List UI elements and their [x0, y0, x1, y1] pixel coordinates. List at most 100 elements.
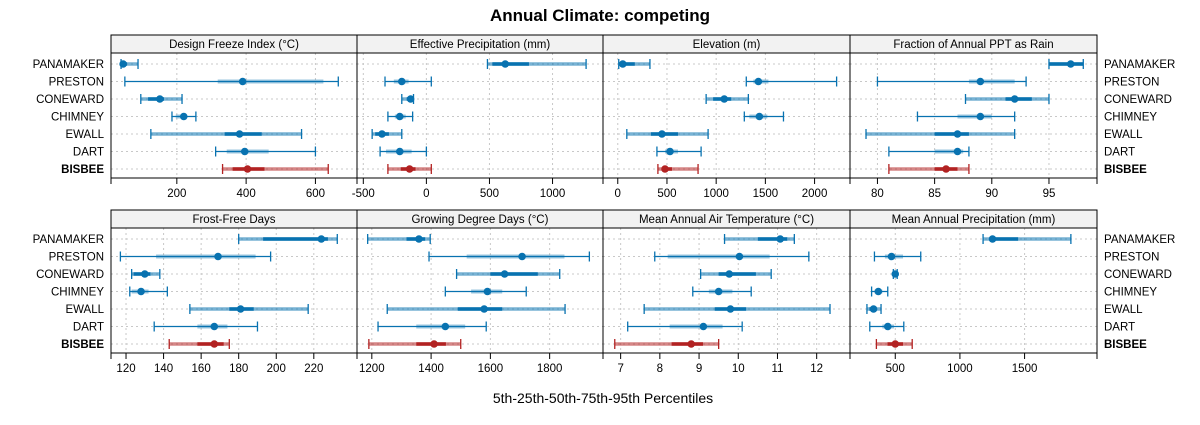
- interval-coneward: [455, 269, 561, 279]
- median-point: [661, 165, 669, 173]
- panel-title: Design Freeze Index (°C): [169, 39, 299, 51]
- interval-ewall: [150, 129, 303, 139]
- row-label-right: CHIMNEY: [1104, 287, 1157, 299]
- tick-label: -500: [352, 188, 375, 200]
- tick-label: 1600: [478, 363, 504, 375]
- row-label-right: PRESTON: [1104, 252, 1159, 264]
- interval-coneward: [699, 269, 772, 279]
- median-point: [725, 270, 734, 278]
- interval-ewall: [371, 129, 403, 139]
- median-point: [430, 340, 438, 348]
- median-point: [441, 322, 450, 331]
- interval-coneward: [964, 94, 1050, 104]
- median-point: [518, 252, 526, 261]
- panel: Growing Degree Days (°C) 1200 1400 1600 1800: [356, 209, 604, 375]
- row-label-right: PRESTON: [1104, 77, 1159, 89]
- median-point: [483, 287, 492, 296]
- median-point: [776, 235, 785, 243]
- tick-label: 0: [423, 188, 429, 200]
- median-point: [754, 77, 763, 86]
- tick-label: 85: [928, 188, 941, 200]
- median-point: [179, 112, 188, 121]
- tick-label: 140: [154, 363, 173, 375]
- median-point: [240, 147, 249, 156]
- median-point: [1066, 60, 1075, 68]
- median-point: [397, 77, 406, 86]
- panel: Design Freeze Index (°C) 200 400 600: [110, 34, 358, 200]
- row-label-right: EWALL: [1104, 304, 1143, 316]
- row-label-right: CHIMNEY: [1104, 112, 1157, 124]
- row-label-left: DART: [73, 147, 104, 159]
- interval-preston: [873, 251, 922, 262]
- median-point: [976, 77, 985, 86]
- interval-chimney: [916, 111, 1016, 122]
- median-point: [236, 305, 245, 313]
- panel-title: Fraction of Annual PPT as Rain: [893, 39, 1053, 51]
- interval-dart: [869, 321, 905, 332]
- panel-border: [849, 227, 1098, 354]
- panel-title: Mean Annual Precipitation (mm): [892, 214, 1056, 226]
- panel: Fraction of Annual PPT as Rain 80 85 90 95: [849, 34, 1098, 200]
- tick-label: 8: [657, 363, 663, 375]
- row-label-right: PANAMAKER: [1104, 234, 1175, 246]
- interval-panamaker: [618, 59, 651, 69]
- median-point: [1010, 95, 1019, 103]
- interval-bisbee: [888, 164, 970, 174]
- row-label-left: EWALL: [65, 304, 104, 316]
- interval-ewall: [189, 304, 309, 314]
- row-label-right: PANAMAKER: [1104, 59, 1175, 71]
- interval-preston: [124, 76, 339, 87]
- median-point: [726, 305, 735, 313]
- panel-border: [602, 52, 851, 179]
- tick-label: 80: [871, 188, 884, 200]
- interval-chimney: [444, 286, 527, 297]
- interval-dart: [656, 146, 702, 157]
- interval-dart: [379, 146, 428, 157]
- median-point: [210, 322, 219, 331]
- interval-bisbee: [168, 339, 230, 349]
- row-label-left: PRESTON: [49, 252, 104, 264]
- tick-label: 600: [306, 188, 325, 200]
- panel: Frost-Free Days 120 140 160 180 200 220: [110, 209, 358, 375]
- median-point: [687, 340, 696, 348]
- tick-label: 200: [167, 188, 186, 200]
- interval-preston: [384, 76, 432, 87]
- tick-label: 12: [810, 363, 823, 375]
- median-point: [119, 60, 127, 68]
- tick-label: 11: [771, 363, 783, 375]
- panels: Design Freeze Index (°C) 200 400 600 Effecti…: [33, 34, 1175, 375]
- median-point: [317, 235, 326, 243]
- median-point: [735, 252, 744, 261]
- row-label-right: EWALL: [1104, 129, 1143, 141]
- interval-ewall: [865, 129, 1016, 139]
- median-point: [699, 322, 708, 331]
- interval-chimney: [743, 111, 785, 122]
- chart-title: Annual Climate: competing: [490, 6, 710, 25]
- interval-preston: [428, 251, 591, 262]
- panel-title: Growing Degree Days (°C): [412, 214, 549, 226]
- tick-label: 1400: [418, 363, 444, 375]
- interval-coneward: [705, 94, 749, 104]
- median-point: [156, 95, 164, 103]
- median-point: [378, 130, 386, 138]
- row-label-right: DART: [1104, 147, 1135, 159]
- interval-preston: [119, 251, 272, 262]
- tick-label: 7: [617, 363, 623, 375]
- median-point: [942, 165, 950, 173]
- interval-chimney: [129, 286, 168, 297]
- interval-panamaker: [1048, 59, 1084, 69]
- interval-ewall: [643, 304, 831, 314]
- median-point: [210, 340, 219, 348]
- tick-label: 220: [304, 363, 323, 375]
- median-point: [501, 60, 510, 68]
- median-point: [666, 147, 674, 156]
- median-point: [137, 287, 145, 296]
- interval-preston: [745, 76, 838, 87]
- median-point: [141, 270, 149, 278]
- row-label-right: CONEWARD: [1104, 269, 1172, 281]
- median-point: [235, 130, 244, 138]
- tick-label: 500: [886, 363, 905, 375]
- tick-label: 0: [615, 188, 621, 200]
- tick-label: 95: [1043, 188, 1056, 200]
- tick-label: 90: [985, 188, 998, 200]
